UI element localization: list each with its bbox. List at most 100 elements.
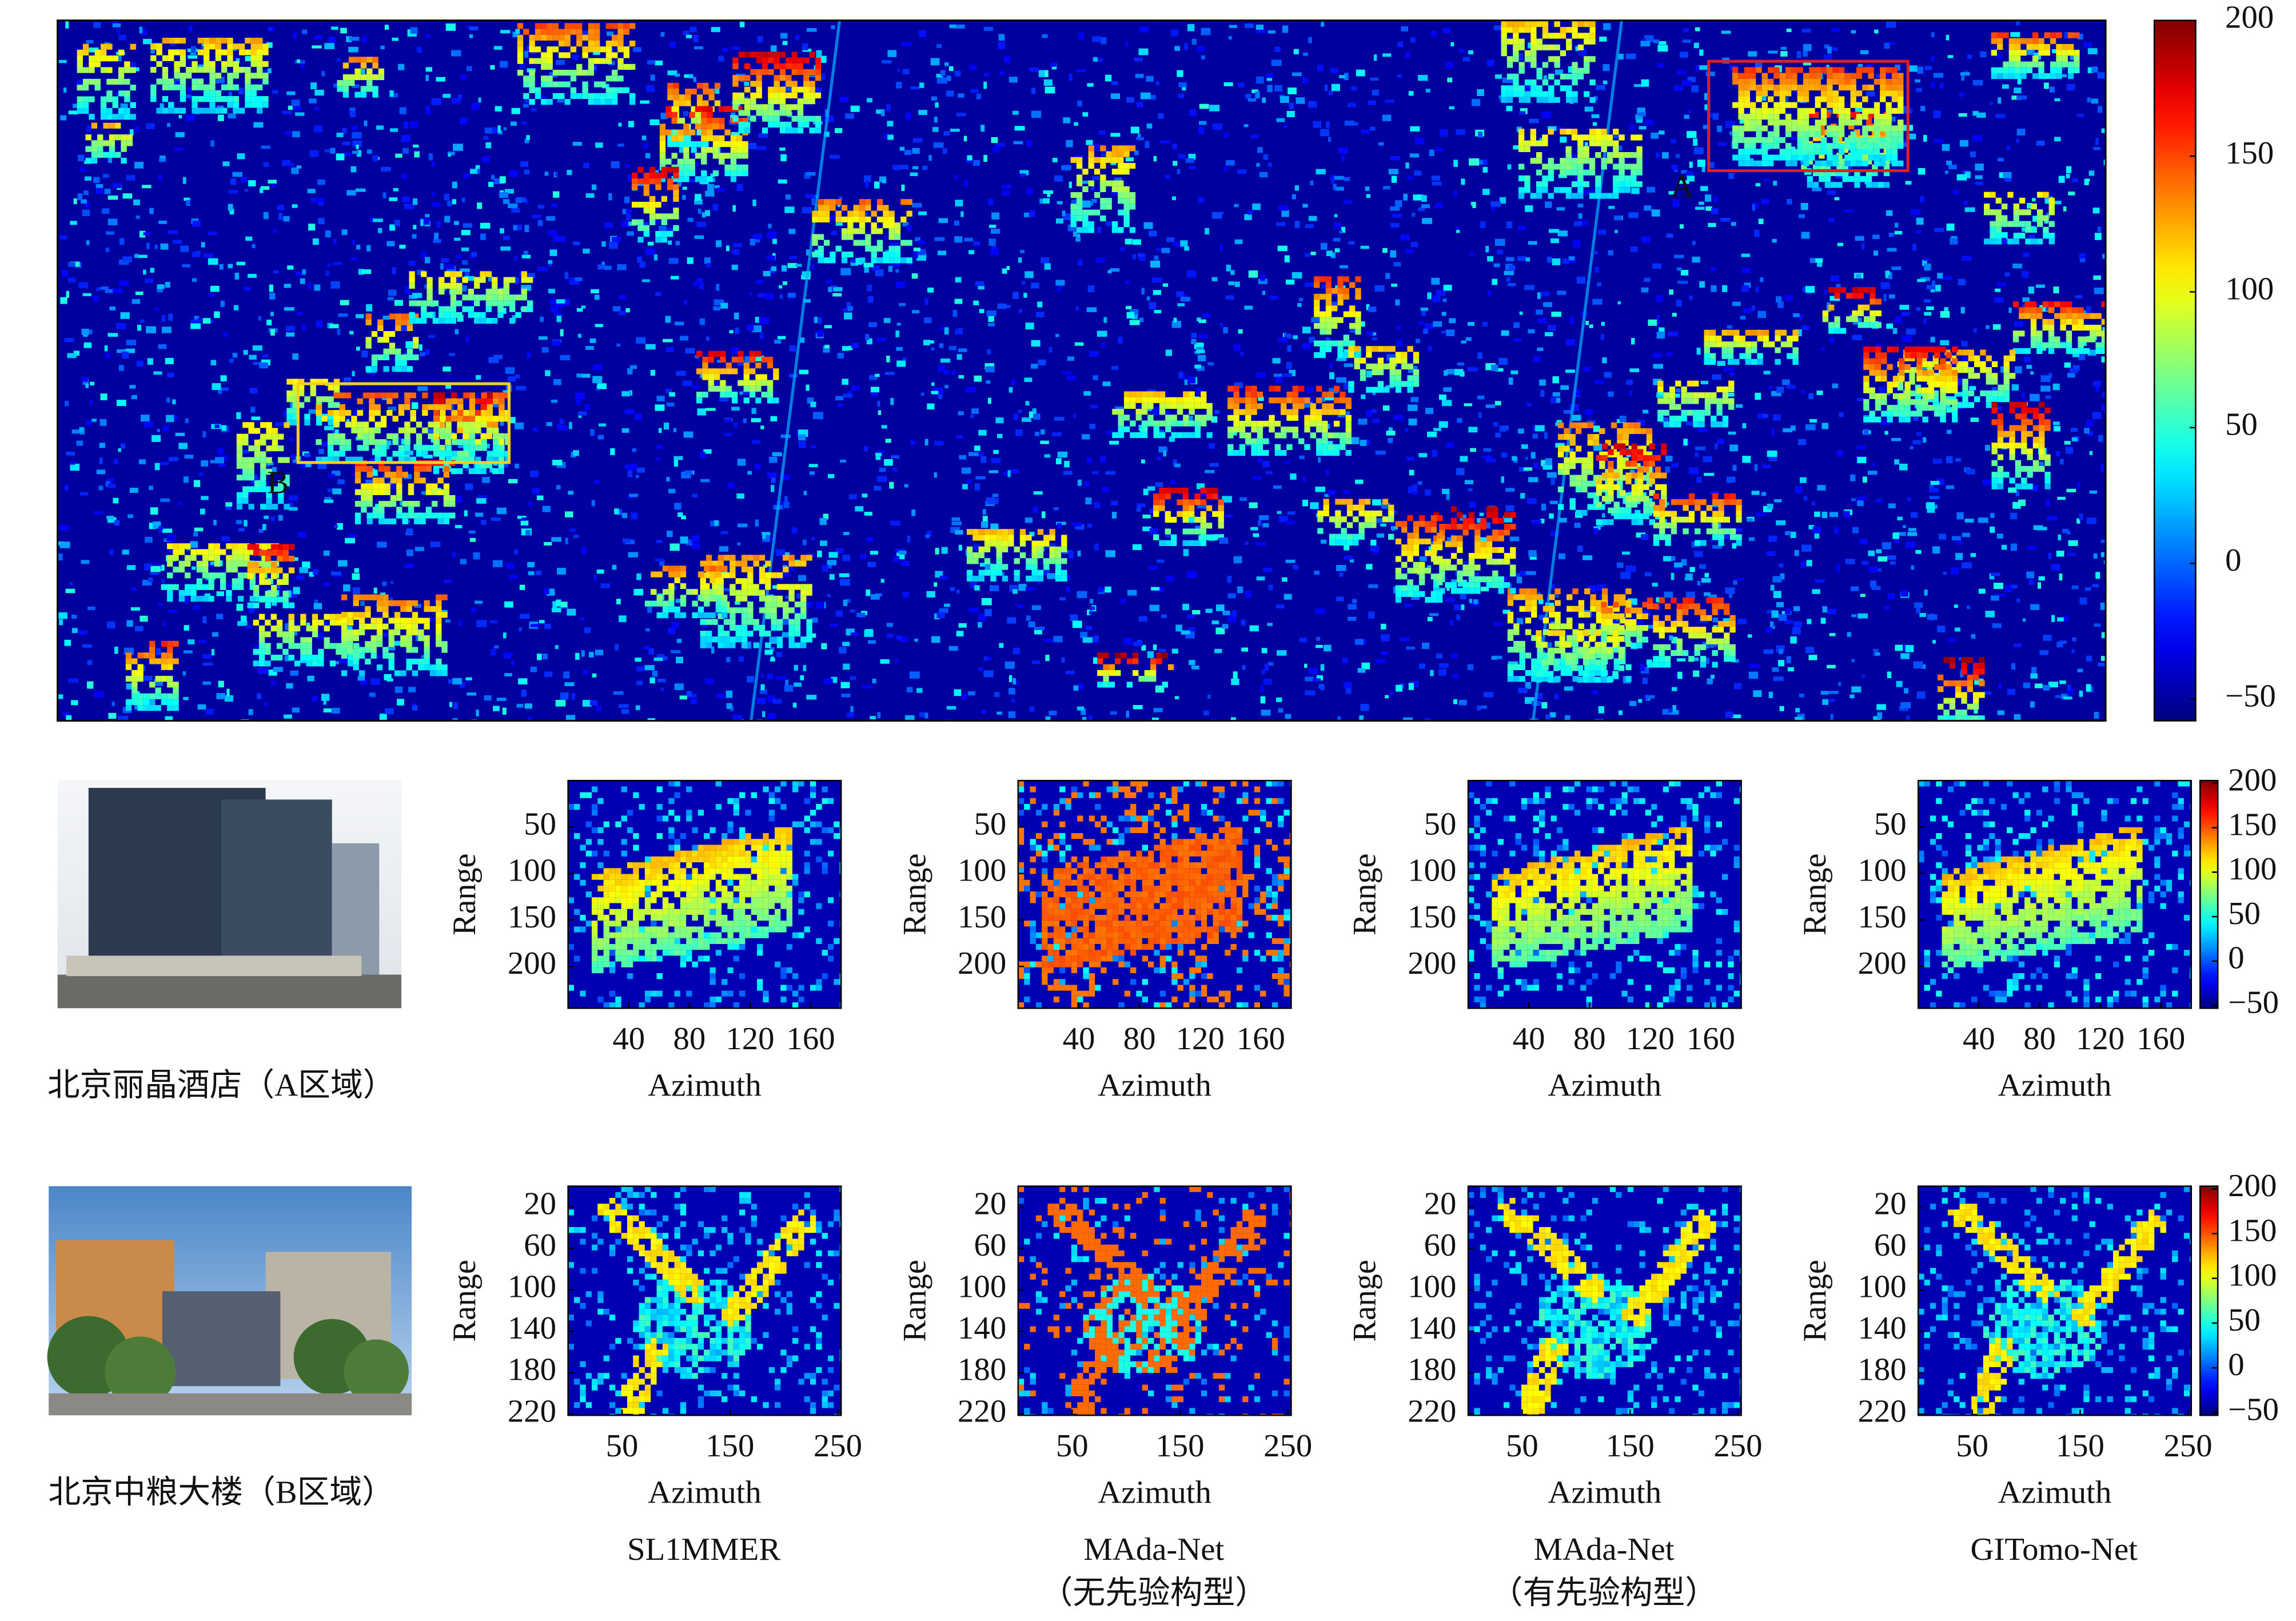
map-pixel	[1616, 562, 1624, 568]
map-pixel	[1800, 561, 1805, 568]
map-pixel	[211, 649, 215, 656]
map-pixel	[2097, 226, 2102, 232]
map-pixel	[1711, 674, 1715, 679]
map-pixel	[388, 289, 397, 296]
map-pixel	[1326, 250, 1333, 257]
map-pixel	[1131, 314, 1138, 320]
map-pixel	[1450, 620, 1454, 626]
map-pixel	[2088, 170, 2095, 176]
map-pixel	[795, 35, 800, 40]
map-pixel	[1474, 588, 1481, 594]
map-pixel	[135, 626, 144, 632]
map-pixel	[1992, 623, 2002, 628]
map-pixel	[1360, 245, 1369, 249]
map-pixel	[1136, 101, 1143, 107]
map-pixel	[1627, 598, 1637, 605]
map-pixel	[150, 566, 161, 572]
map-pixel	[1336, 357, 1347, 361]
map-pixel	[330, 281, 340, 289]
map-pixel	[445, 462, 451, 468]
map-pixel	[951, 370, 956, 375]
map-pixel	[942, 148, 947, 154]
map-pixel	[349, 107, 356, 111]
map-pixel	[729, 330, 734, 333]
map-pixel	[758, 133, 768, 138]
map-pixel	[1937, 273, 1943, 279]
map-pixel	[1773, 676, 1784, 681]
map-pixel	[165, 716, 173, 721]
map-pixel	[1014, 126, 1025, 131]
map-pixel	[1507, 618, 1514, 624]
map-pixel	[568, 491, 574, 495]
map-pixel	[787, 293, 796, 298]
map-pixel	[495, 106, 502, 111]
map-pixel	[436, 77, 445, 82]
map-pixel	[250, 407, 256, 413]
map-pixel	[237, 153, 245, 160]
map-pixel	[807, 28, 817, 32]
map-pixel	[1305, 224, 1314, 229]
map-pixel	[105, 353, 111, 358]
map-pixel	[1135, 391, 1142, 397]
map-pixel	[491, 649, 496, 656]
map-pixel	[1629, 124, 1635, 131]
map-pixel	[1671, 636, 1678, 644]
map-pixel	[1271, 59, 1282, 66]
map-pixel	[2100, 552, 2104, 557]
map-pixel	[1550, 238, 1560, 244]
map-pixel	[1876, 499, 1883, 503]
map-pixel	[1102, 487, 1109, 493]
map-pixel	[1850, 586, 1859, 591]
map-pixel	[1859, 539, 1868, 545]
map-pixel	[1390, 222, 1400, 228]
map-pixel	[352, 140, 362, 147]
map-pixel	[226, 582, 236, 588]
map-pixel	[1565, 369, 1575, 373]
map-pixel	[726, 657, 731, 663]
map-pixel	[889, 481, 894, 489]
map-pixel	[1382, 405, 1390, 411]
map-pixel	[1676, 388, 1681, 393]
map-pixel	[425, 214, 430, 217]
map-pixel	[1287, 345, 1292, 352]
map-pixel	[499, 192, 509, 198]
map-pixel	[720, 302, 728, 309]
map-pixel	[1880, 419, 1890, 425]
map-pixel	[895, 659, 898, 663]
map-pixel	[76, 80, 85, 87]
map-pixel	[1659, 130, 1665, 135]
map-pixel	[1956, 174, 1967, 181]
map-pixel	[1126, 306, 1132, 309]
map-pixel	[992, 246, 997, 250]
map-pixel	[1886, 210, 1893, 216]
map-pixel	[1873, 250, 1879, 256]
map-pixel	[1366, 410, 1373, 417]
map-pixel	[172, 399, 176, 405]
map-pixel	[777, 336, 786, 340]
map-pixel	[1355, 479, 1364, 484]
map-pixel	[384, 465, 390, 472]
map-pixel	[2095, 572, 2100, 579]
map-pixel	[995, 417, 1004, 424]
map-pixel	[1299, 455, 1305, 460]
map-pixel	[553, 191, 560, 198]
map-pixel	[569, 421, 572, 429]
map-pixel	[1042, 34, 1048, 38]
map-pixel	[107, 483, 116, 488]
map-pixel	[694, 235, 704, 239]
map-pixel	[1137, 133, 1141, 139]
map-pixel	[503, 199, 510, 204]
map-pixel	[428, 153, 433, 161]
map-pixel	[1356, 69, 1365, 77]
map-pixel	[1554, 640, 1561, 647]
map-pixel	[1755, 286, 1759, 293]
map-pixel	[1022, 417, 1031, 422]
map-pixel	[1294, 185, 1300, 191]
map-pixel	[1158, 648, 1166, 652]
map-pixel	[1445, 564, 1451, 571]
map-pixel	[1480, 547, 1486, 553]
map-pixel	[810, 401, 816, 408]
map-pixel	[272, 602, 277, 606]
map-pixel	[475, 600, 483, 604]
map-pixel	[1758, 218, 1764, 224]
